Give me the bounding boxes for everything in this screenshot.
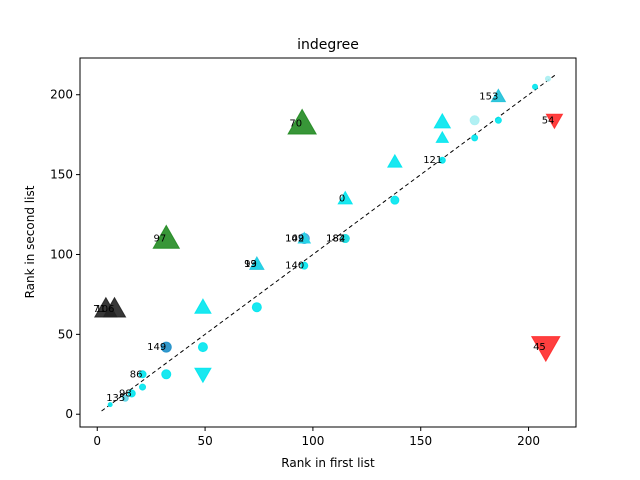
x-tick-label: 100 [301,434,324,448]
x-tick-label: 200 [517,434,540,448]
point-label: 0 [339,194,345,205]
data-point [390,195,400,205]
x-tick-label: 0 [93,434,101,448]
data-point [194,367,212,384]
x-axis-label: Rank in first list [281,456,375,470]
point-label: 182 [326,234,345,245]
y-tick-label: 200 [50,88,73,102]
data-point [300,261,309,270]
data-point [544,75,551,82]
diagonal-reference-line [101,73,557,412]
data-point [469,115,480,126]
data-point [197,342,208,353]
point-label: 149 [147,342,166,353]
point-label: 142 [285,234,304,245]
data-point [340,234,350,244]
y-tick-label: 50 [58,327,73,341]
point-label: 54 [542,115,555,126]
data-point [494,116,502,124]
point-label: 153 [479,91,498,102]
point-label: 70 [289,118,302,129]
x-tick-label: 150 [409,434,432,448]
point-label: 86 [130,369,143,380]
y-tick-label: 0 [65,407,73,421]
data-point [530,336,561,363]
data-point [102,296,127,318]
data-point [438,156,446,164]
data-point [139,383,147,391]
point-label: 140 [285,261,304,272]
data-point [287,108,317,135]
data-point [161,369,172,380]
data-point [545,113,564,130]
point-label: 109 [285,234,304,245]
point-label: 98 [119,388,132,399]
y-tick-label: 150 [50,168,73,182]
data-point [249,257,264,270]
point-label: 97 [154,234,167,245]
y-tick-label: 100 [50,247,73,261]
data-point [251,302,262,313]
data-point [107,402,113,408]
y-axis: 0 50 100 150 200 [50,88,80,421]
x-tick-label: 50 [197,434,212,448]
data-point [160,341,172,353]
chart-title: indegree [297,37,359,53]
data-point [435,130,450,143]
data-point [127,389,136,398]
data-point [152,224,181,249]
point-label: 135 [106,393,125,404]
data-point [194,298,212,314]
x-axis: 0 50 100 150 200 [93,427,540,448]
data-point [337,190,354,205]
point-label: 13 [244,259,257,270]
point-label: 45 [533,342,546,353]
point-label: 99 [244,259,257,270]
data-point [433,112,452,129]
point-label: 184 [326,234,345,245]
data-point [386,153,403,168]
data-point [471,134,479,142]
plot-frame [79,57,577,428]
y-axis-label: Rank in second list [23,185,37,298]
point-label: 71 [93,304,106,315]
data-point [532,83,539,90]
data-point [490,88,507,103]
point-label: 106 [95,304,114,315]
data-point [121,394,129,402]
data-point [297,231,312,244]
point-label: 121 [423,155,442,166]
data-point [138,370,147,379]
